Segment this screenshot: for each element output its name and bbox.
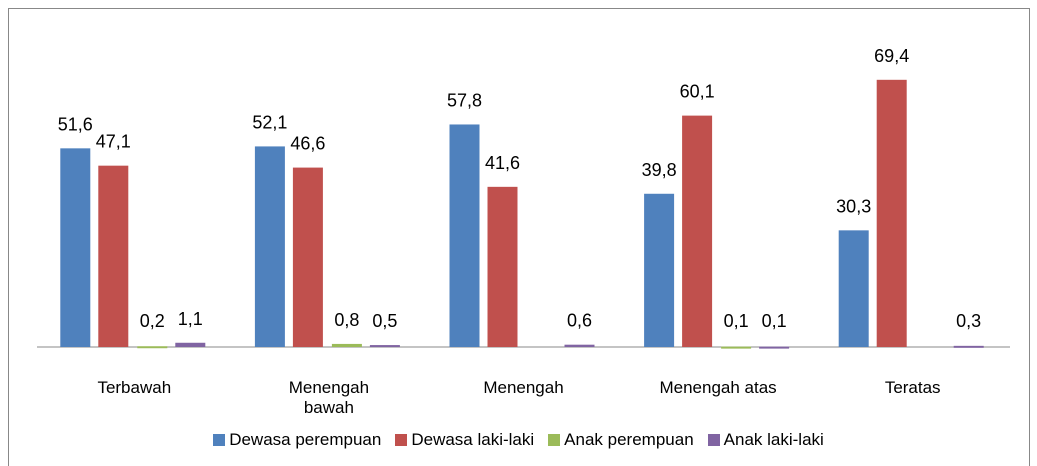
value-label: 69,4: [874, 46, 909, 66]
value-label: 0,1: [724, 311, 749, 331]
legend-item: Anak laki-laki: [707, 430, 824, 450]
value-label: 0,5: [372, 311, 397, 331]
bar: [564, 344, 595, 347]
value-label: 0,6: [567, 311, 592, 331]
value-label: 41,6: [485, 153, 520, 173]
value-label: 0,3: [956, 311, 981, 331]
legend-label: Dewasa laki-laki: [411, 430, 535, 449]
bar: [292, 167, 323, 347]
value-label: 39,8: [642, 160, 677, 180]
value-label: 46,6: [290, 134, 325, 154]
legend-item: Anak perempuan: [548, 430, 694, 450]
bar: [175, 342, 206, 347]
legend-item: Dewasa laki-laki: [395, 430, 534, 450]
bar: [60, 148, 91, 347]
x-tick-label: Menengah: [483, 378, 564, 397]
legend-swatch: [213, 434, 226, 446]
bar: [137, 346, 168, 349]
bar: [838, 230, 869, 347]
bar: [369, 345, 400, 348]
value-label: 30,3: [836, 196, 871, 216]
value-label: 47,1: [96, 132, 131, 152]
bar: [953, 345, 984, 348]
x-tick-label: Terbawah: [97, 378, 172, 397]
value-label: 57,8: [447, 90, 482, 110]
bar: [487, 186, 518, 347]
bar: [759, 346, 790, 349]
legend: Dewasa perempuan Dewasa laki-laki Anak per…: [0, 430, 1037, 450]
value-label: 0,8: [334, 310, 359, 330]
bar: [98, 165, 129, 347]
bar: [449, 124, 480, 347]
value-label: 51,6: [58, 114, 93, 134]
value-label: 0,1: [762, 311, 787, 331]
bar: [254, 146, 285, 347]
legend-swatch: [548, 434, 561, 446]
bar: [876, 79, 907, 347]
frame: [8, 8, 1030, 466]
legend-swatch: [707, 434, 720, 446]
legend-item: Dewasa perempuan: [213, 430, 381, 450]
legend-swatch: [395, 434, 408, 446]
value-label: 52,1: [252, 112, 287, 132]
value-label: 0,2: [140, 311, 165, 331]
x-tick-label: Menengah atas: [659, 378, 777, 397]
x-tick-label: Menengah bawah: [288, 378, 370, 417]
bar: [331, 343, 362, 347]
value-label: 60,1: [680, 82, 715, 102]
bar: [682, 115, 713, 348]
bar: [721, 346, 752, 349]
value-label: 1,1: [178, 309, 203, 329]
legend-label: Dewasa perempuan: [229, 430, 382, 449]
bar: [644, 193, 675, 347]
x-tick-label: Teratas: [884, 378, 941, 397]
legend-label: Anak perempuan: [564, 430, 694, 449]
legend-label: Anak laki-laki: [723, 430, 824, 449]
